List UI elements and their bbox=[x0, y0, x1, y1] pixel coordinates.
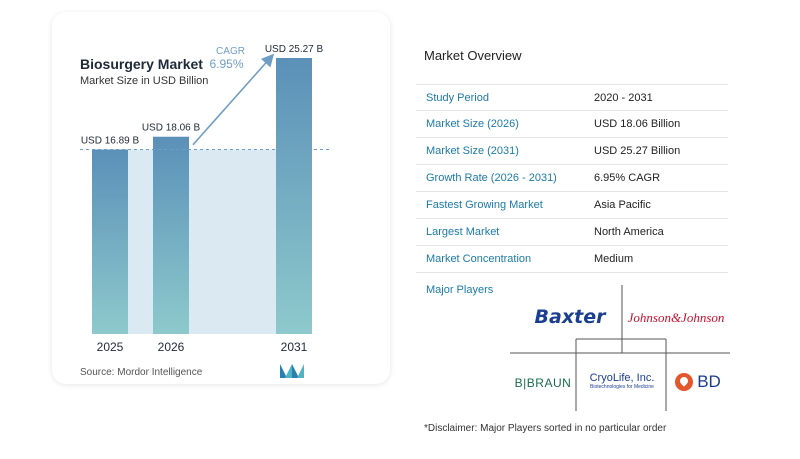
overview-row-value: 2020 - 2031 bbox=[594, 92, 653, 104]
bar-2031 bbox=[276, 57, 312, 334]
disclaimer: *Disclaimer: Major Players sorted in no … bbox=[424, 423, 667, 434]
x-tick-label: 2031 bbox=[281, 340, 308, 354]
bar-2025 bbox=[92, 149, 128, 334]
major-players-label: Major Players bbox=[426, 284, 494, 296]
chart-panel: Biosurgery Market Market Size in USD Bil… bbox=[52, 12, 390, 384]
overview-title: Market Overview bbox=[424, 48, 522, 63]
overview-row: Growth Rate (2026 - 2031) 6.95% CAGR bbox=[416, 165, 728, 192]
bd-mark-icon bbox=[675, 373, 694, 391]
overview-table: Study Period 2020 - 2031 Market Size (2026… bbox=[416, 84, 728, 273]
overview-row: Fastest Growing Market Asia Pacific bbox=[416, 192, 728, 219]
overview-row-value: USD 18.06 Billion bbox=[594, 118, 681, 130]
overview-row: Market Size (2026) USD 18.06 Billion bbox=[416, 111, 728, 138]
overview-row-value: North America bbox=[594, 226, 664, 238]
cagr-value: 6.95% bbox=[209, 57, 243, 71]
logo-grid-lines bbox=[510, 285, 730, 411]
overview-row-value: Asia Pacific bbox=[594, 199, 651, 211]
bd-logo: BD bbox=[666, 371, 730, 393]
overview-row-value: Medium bbox=[594, 253, 634, 265]
cryolife-name: CryoLife, Inc. bbox=[589, 372, 655, 384]
bd-text: BD bbox=[697, 372, 721, 391]
cryolife-logo: CryoLife, Inc. Biotechnologies for Medic… bbox=[578, 363, 666, 399]
bar-value-label: USD 16.89 B bbox=[81, 136, 140, 147]
bar-chart: CAGR 6.95% USD 16.89 B 2025 USD 18.06 B 202… bbox=[80, 44, 330, 354]
overview-row-label: Market Size (2031) bbox=[426, 145, 519, 157]
bar-2026 bbox=[153, 136, 189, 334]
overview-row: Market Concentration Medium bbox=[416, 246, 728, 273]
overview-row-label: Fastest Growing Market bbox=[426, 199, 543, 211]
bar-value-label: USD 18.06 B bbox=[142, 123, 201, 134]
overview-row-label: Market Concentration bbox=[426, 253, 532, 265]
bar-value-label: USD 25.27 B bbox=[265, 44, 324, 55]
chart-subtitle: Market Size in USD Billion bbox=[80, 75, 209, 87]
cryolife-tagline: Biotechnologies for Medicine bbox=[590, 384, 654, 390]
overview-row-label: Largest Market bbox=[426, 226, 500, 238]
source-note: Source: Mordor Intelligence bbox=[80, 367, 203, 378]
overview-row-value: 6.95% CAGR bbox=[594, 172, 661, 184]
overview-row-value: USD 25.27 Billion bbox=[594, 145, 681, 157]
chart-title: Biosurgery Market bbox=[80, 56, 203, 72]
mordor-intelligence-logo bbox=[280, 364, 304, 378]
major-players-logos: Baxter Johnson&Johnson B|BRAUN CryoLife,… bbox=[510, 285, 730, 413]
cagr-label: CAGR bbox=[216, 46, 245, 57]
cagr-arrow bbox=[192, 53, 275, 146]
x-tick-label: 2025 bbox=[97, 340, 124, 354]
x-tick-label: 2026 bbox=[158, 340, 185, 354]
overview-row: Study Period 2020 - 2031 bbox=[416, 84, 728, 111]
overview-row-label: Growth Rate (2026 - 2031) bbox=[426, 172, 557, 184]
johnson-and-johnson-logo: Johnson&Johnson bbox=[627, 310, 725, 325]
overview-row-label: Study Period bbox=[426, 92, 489, 104]
overview-row: Market Size (2031) USD 25.27 Billion bbox=[416, 138, 728, 165]
baxter-logo: Baxter bbox=[534, 306, 606, 328]
b-braun-logo: B|BRAUN bbox=[514, 376, 572, 390]
baseline-shade-area bbox=[92, 149, 312, 334]
overview-row: Largest Market North America bbox=[416, 219, 728, 246]
overview-row-label: Market Size (2026) bbox=[426, 118, 519, 130]
